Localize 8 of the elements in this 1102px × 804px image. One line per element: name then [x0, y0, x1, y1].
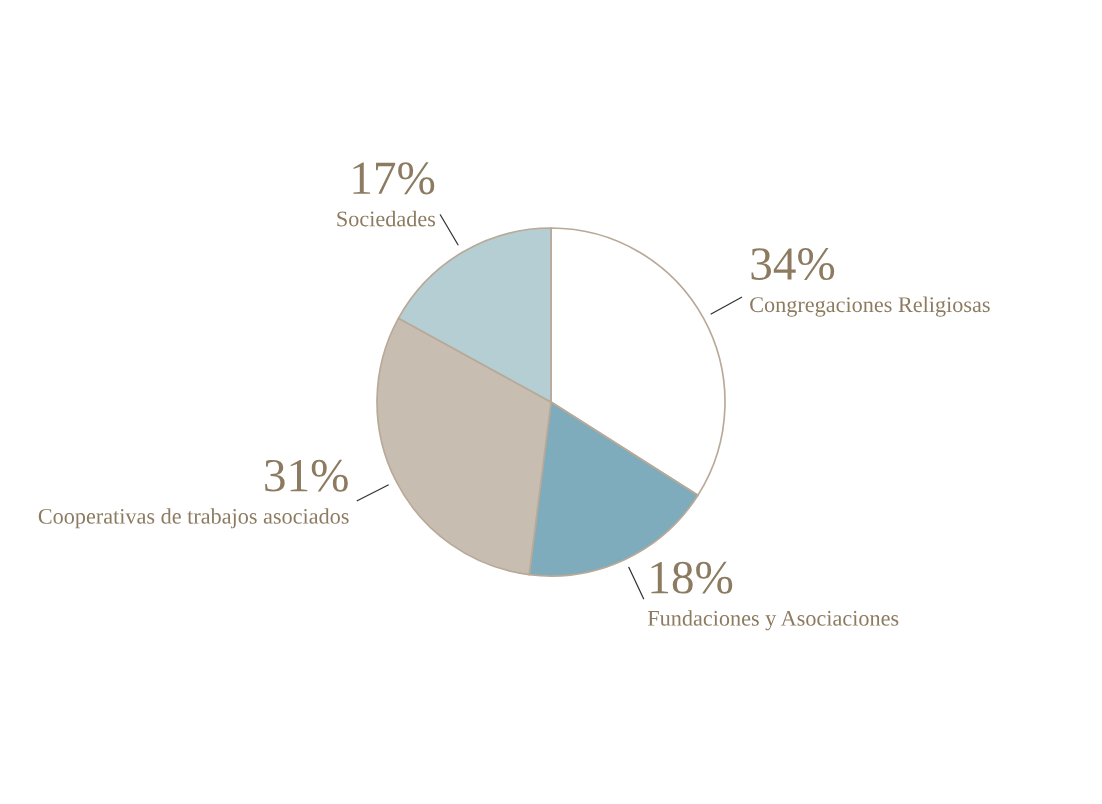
slice-label: Congregaciones Religiosas [750, 296, 990, 317]
slice-label: Cooperativas de trabajos asociados [38, 508, 349, 529]
data-label: 17% [353, 162, 435, 195]
slice-label: Fundaciones y Asociaciones [647, 610, 899, 631]
data-label: 31% [265, 459, 348, 492]
data-label: 18% [651, 561, 733, 594]
slice-label: Sociedades [337, 210, 436, 227]
data-label: 34% [751, 248, 835, 281]
